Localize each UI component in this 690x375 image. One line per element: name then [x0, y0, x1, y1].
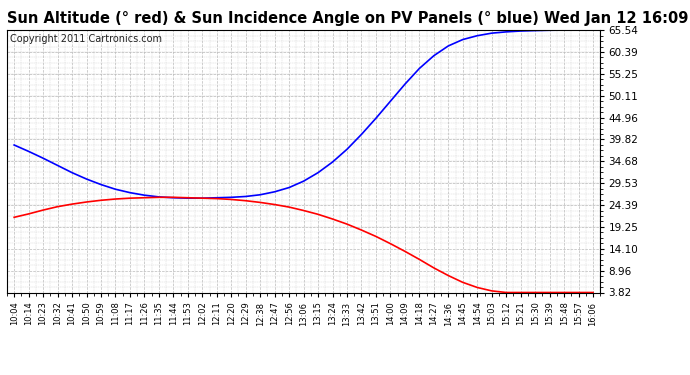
Text: Sun Altitude (° red) & Sun Incidence Angle on PV Panels (° blue) Wed Jan 12 16:0: Sun Altitude (° red) & Sun Incidence Ang…	[7, 11, 688, 26]
Text: Copyright 2011 Cartronics.com: Copyright 2011 Cartronics.com	[10, 34, 162, 44]
